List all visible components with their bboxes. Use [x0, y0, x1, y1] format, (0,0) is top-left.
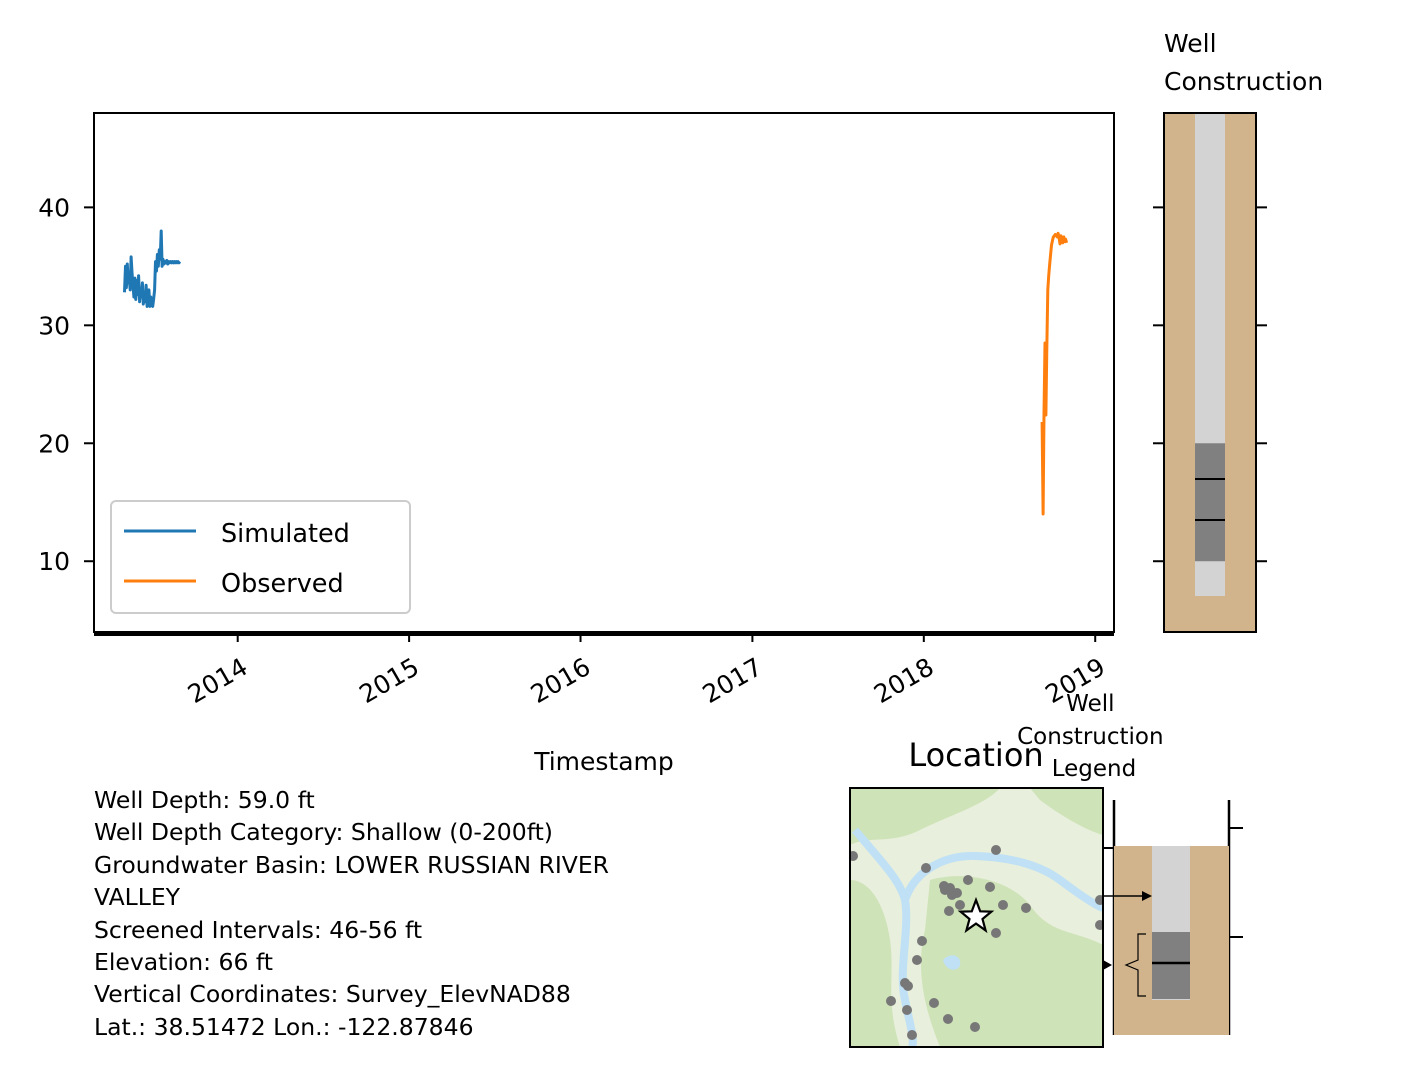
map-pond — [943, 955, 961, 970]
screen-interval — [1195, 443, 1225, 562]
info-vertical-coordinates: Vertical Coordinates: Survey_ElevNAD88 — [94, 980, 571, 1009]
nearby-well-dot — [943, 1014, 953, 1024]
legend-screen — [1152, 932, 1190, 999]
info-lat-lon: Lat.: 38.51472 Lon.: -122.87846 — [94, 1012, 474, 1041]
info-depth-category: Well Depth Category: Shallow (0-200ft) — [94, 818, 553, 847]
well-info: Well Depth: 59.0 ft Well Depth Category:… — [94, 784, 609, 1043]
map-forest-center — [920, 876, 1103, 1047]
well-construction-ticks — [1153, 206, 1267, 563]
map-forest-east — [1030, 788, 1103, 835]
y-tick-label: 40 — [38, 193, 70, 222]
legend-label-observed: Observed — [221, 569, 344, 599]
map-forest-west — [850, 880, 900, 1047]
legend: Simulated Observed — [110, 500, 411, 614]
x-tick-label: 2018 — [869, 652, 939, 709]
nearby-well-dot — [944, 906, 954, 916]
info-basin: Groundwater Basin: LOWER RUSSIAN RIVER — [94, 850, 610, 879]
well-construction-panel: Well Construction — [1153, 29, 1323, 633]
y-tick-label: 20 — [38, 429, 70, 458]
x-tick-label: 2016 — [526, 652, 596, 709]
nearby-well-dot — [902, 1005, 912, 1015]
nearby-well-dot — [998, 900, 1008, 910]
legend-panel-title: Well Construction Legend — [1017, 691, 1171, 782]
series-line-simulated — [123, 229, 182, 308]
x-axis-label: Timestamp — [533, 747, 674, 776]
y-ticks: 10 20 30 40 — [38, 193, 94, 576]
nearby-well-dot — [912, 955, 922, 965]
well-construction-frame — [1163, 112, 1257, 633]
legend-screen-bracket — [1124, 933, 1146, 997]
location-map: Location — [849, 736, 1104, 1048]
map-forest-north — [850, 788, 1000, 845]
nearby-well-dot — [991, 845, 1001, 855]
nearby-well-dot — [907, 1030, 917, 1040]
x-ticks: 2014 2015 2016 2017 2018 2019 — [183, 632, 1110, 709]
legend-arrowhead-screen-icon — [1103, 960, 1112, 970]
info-basin-cont: VALLEY — [94, 883, 181, 912]
nearby-well-dot — [1095, 895, 1103, 905]
series-line-observed — [1040, 231, 1069, 516]
well-construction-title: Well Construction — [1164, 29, 1323, 96]
nearby-well-dot — [991, 928, 1001, 938]
y-tick-label: 10 — [38, 547, 70, 576]
y-tick-label: 30 — [38, 311, 70, 340]
nearby-well-dot — [886, 996, 896, 1006]
nearby-well-dot — [955, 900, 965, 910]
series-layer — [123, 229, 1069, 516]
nearby-well-dot — [1095, 920, 1103, 930]
legend-box — [110, 500, 411, 614]
map-basemap — [850, 788, 1103, 1047]
nearby-well-dot — [939, 881, 949, 891]
location-title: Location — [908, 736, 1043, 774]
nearby-well-dot — [970, 1022, 980, 1032]
nearby-well-dot — [850, 851, 858, 861]
map-frame — [849, 787, 1104, 1048]
info-elevation: Elevation: 66 ft — [94, 948, 273, 977]
nearby-well-dot — [921, 863, 931, 873]
x-tick-label: 2014 — [183, 652, 253, 709]
nearby-well-dot — [917, 936, 927, 946]
nearby-well-dot — [985, 882, 995, 892]
nearby-wells — [850, 845, 1103, 1040]
nearby-well-dot — [963, 875, 973, 885]
well-location-star-icon — [957, 896, 995, 934]
info-well-depth: Well Depth: 59.0 ft — [94, 786, 315, 814]
nearby-well-dot — [1021, 903, 1031, 913]
info-screened-intervals: Screened Intervals: 46-56 ft — [94, 915, 423, 944]
nearby-well-dot — [903, 981, 913, 991]
nearby-well-dot — [952, 888, 962, 898]
x-tick-label: 2015 — [354, 652, 424, 709]
well-construction-legend: Well Construction Legend — [1017, 691, 1243, 1035]
x-tick-label: 2017 — [698, 652, 768, 709]
nearby-well-dot — [929, 998, 939, 1008]
legend-arrowhead-casing-icon — [1142, 891, 1152, 901]
legend-label-simulated: Simulated — [221, 519, 350, 549]
x-minor-ticks — [94, 631, 1114, 636]
